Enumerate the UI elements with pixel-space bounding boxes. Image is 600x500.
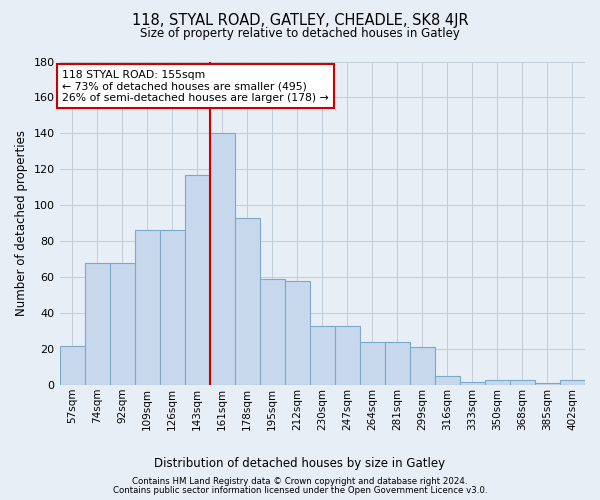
Text: Contains HM Land Registry data © Crown copyright and database right 2024.: Contains HM Land Registry data © Crown c… xyxy=(132,477,468,486)
Bar xyxy=(260,279,285,385)
Bar xyxy=(160,230,185,385)
Bar xyxy=(335,326,360,385)
Bar xyxy=(285,281,310,385)
Text: Size of property relative to detached houses in Gatley: Size of property relative to detached ho… xyxy=(140,28,460,40)
Bar xyxy=(510,380,535,385)
Bar xyxy=(59,346,85,385)
Bar xyxy=(85,263,110,385)
Bar xyxy=(385,342,410,385)
Bar xyxy=(560,380,585,385)
Bar xyxy=(235,218,260,385)
Bar xyxy=(360,342,385,385)
Bar xyxy=(110,263,134,385)
Bar xyxy=(134,230,160,385)
Text: Distribution of detached houses by size in Gatley: Distribution of detached houses by size … xyxy=(154,458,446,470)
Bar xyxy=(535,384,560,385)
Bar xyxy=(209,134,235,385)
Bar xyxy=(410,348,435,385)
Bar xyxy=(310,326,335,385)
Y-axis label: Number of detached properties: Number of detached properties xyxy=(15,130,28,316)
Bar xyxy=(435,376,460,385)
Text: 118 STYAL ROAD: 155sqm
← 73% of detached houses are smaller (495)
26% of semi-de: 118 STYAL ROAD: 155sqm ← 73% of detached… xyxy=(62,70,329,103)
Bar xyxy=(485,380,510,385)
Bar xyxy=(185,175,209,385)
Text: Contains public sector information licensed under the Open Government Licence v3: Contains public sector information licen… xyxy=(113,486,487,495)
Text: 118, STYAL ROAD, GATLEY, CHEADLE, SK8 4JR: 118, STYAL ROAD, GATLEY, CHEADLE, SK8 4J… xyxy=(131,12,469,28)
Bar xyxy=(460,382,485,385)
